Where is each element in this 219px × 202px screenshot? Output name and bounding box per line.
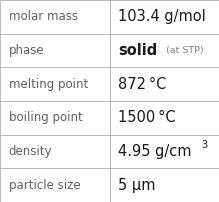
Text: 3: 3 xyxy=(201,140,208,150)
Text: boiling point: boiling point xyxy=(9,111,83,124)
Text: melting point: melting point xyxy=(9,78,88,91)
Text: solid: solid xyxy=(118,43,157,58)
Text: 103.4 g/mol: 103.4 g/mol xyxy=(118,9,206,24)
Text: phase: phase xyxy=(9,44,44,57)
Text: 5 μm: 5 μm xyxy=(118,178,156,193)
Text: molar mass: molar mass xyxy=(9,10,78,23)
Text: particle size: particle size xyxy=(9,179,80,192)
Text: 1500 °C: 1500 °C xyxy=(118,110,176,125)
Text: density: density xyxy=(9,145,52,158)
Text: 4.95 g/cm: 4.95 g/cm xyxy=(118,144,192,159)
Text: (at STP): (at STP) xyxy=(166,46,204,55)
Text: 872 °C: 872 °C xyxy=(118,77,167,92)
